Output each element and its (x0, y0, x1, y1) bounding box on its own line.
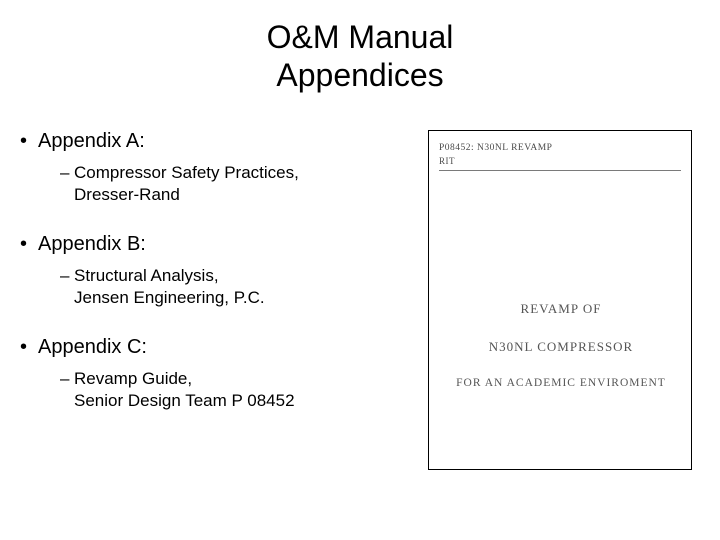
bullet-label: Appendix B: (38, 233, 146, 255)
bullet-content: •Appendix A: –Compressor Safety Practice… (20, 130, 400, 411)
dash-icon: – (60, 369, 74, 389)
doc-title-line-3: FOR AN ACADEMIC ENVIROMENT (429, 377, 693, 389)
doc-header: P08452: N30NL REVAMP (439, 143, 681, 153)
dash-icon: – (60, 163, 74, 183)
subbullet-a-cont: Dresser-Rand (74, 185, 400, 205)
dash-icon: – (60, 266, 74, 286)
document-thumbnail: P08452: N30NL REVAMP RIT REVAMP OF N30NL… (428, 130, 692, 470)
subbullet-c: –Revamp Guide, (60, 369, 400, 389)
bullet-icon: • (20, 336, 38, 359)
subbullet-b-cont: Jensen Engineering, P.C. (74, 288, 400, 308)
doc-center-block: REVAMP OF N30NL COMPRESSOR FOR AN ACADEM… (429, 301, 693, 389)
bullet-appendix-a: •Appendix A: (20, 130, 400, 153)
bullet-label: Appendix A: (38, 130, 145, 152)
title-line-1: O&M Manual (267, 19, 454, 55)
slide-title: O&M Manual Appendices (0, 18, 720, 95)
bullet-appendix-b: •Appendix B: (20, 233, 400, 256)
subbullet-text: Structural Analysis, (74, 266, 219, 286)
subbullet-c-cont: Senior Design Team P 08452 (74, 391, 400, 411)
bullet-appendix-c: •Appendix C: (20, 336, 400, 359)
doc-subheader: RIT (439, 156, 681, 166)
doc-header-block: P08452: N30NL REVAMP RIT (439, 143, 681, 171)
doc-rule (439, 170, 681, 171)
subbullet-b: –Structural Analysis, (60, 266, 400, 286)
title-line-2: Appendices (276, 57, 443, 93)
subbullet-text: Compressor Safety Practices, (74, 163, 299, 183)
subbullet-a: –Compressor Safety Practices, (60, 163, 400, 183)
doc-title-line-1: REVAMP OF (429, 301, 693, 317)
slide: { "title_line1": "O&M Manual", "title_li… (0, 0, 720, 540)
bullet-icon: • (20, 233, 38, 256)
subbullet-text: Revamp Guide, (74, 369, 192, 389)
doc-title-line-2: N30NL COMPRESSOR (429, 339, 693, 355)
bullet-icon: • (20, 130, 38, 153)
bullet-label: Appendix C: (38, 336, 147, 358)
